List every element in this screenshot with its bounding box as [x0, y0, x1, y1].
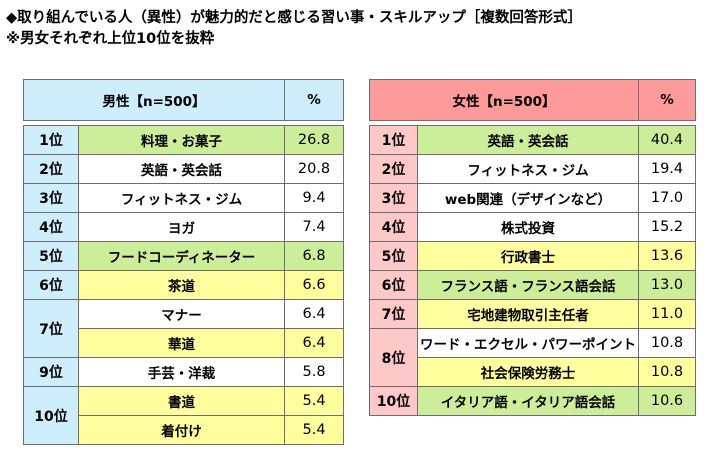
- item-value-cell: 11.0: [638, 299, 697, 329]
- item-value-cell: 6.4: [284, 299, 345, 329]
- female-ranking-table: 女性【n=500】% 1位 英語・英会話 40.4 2位 フィットネス・ジム 19.4 3位 w…: [368, 79, 697, 416]
- rank-cell: 10位: [369, 386, 418, 416]
- item-value-cell: 5.4: [284, 386, 345, 416]
- item-value-cell: 10.8: [638, 357, 697, 387]
- item-name-cell: イタリア語・イタリア語会話: [416, 386, 640, 416]
- table-row: 5位 フードコーディネーター 6.8: [23, 241, 345, 271]
- item-name-cell: 料理・お菓子: [77, 125, 286, 155]
- item-name-cell: フィットネス・ジム: [77, 183, 286, 213]
- table-row: 6位 茶道 6.6: [23, 270, 345, 300]
- rank-cell: 7位: [23, 299, 79, 358]
- table-header-row: 男性【n=500】%: [22, 79, 345, 121]
- item-name-cell: 華道: [77, 328, 286, 358]
- rank-cell: 8位: [369, 328, 418, 387]
- item-name-cell: 着付け: [77, 415, 286, 445]
- item-value-cell: 9.4: [284, 183, 345, 213]
- item-value-cell: 40.4: [638, 125, 697, 155]
- rank-cell: 5位: [23, 241, 79, 271]
- rank-cell: 10位: [23, 386, 79, 445]
- table-row: 1位 料理・お菓子 26.8: [23, 125, 345, 155]
- table-row: 5位 行政書士 13.6: [369, 241, 697, 271]
- item-value-cell: 15.2: [638, 212, 697, 242]
- item-name-cell: 行政書士: [416, 241, 640, 271]
- item-value-cell: 19.4: [638, 154, 697, 184]
- table-header-label: 男性【n=500】: [22, 79, 286, 121]
- item-name-cell: 茶道: [77, 270, 286, 300]
- table-header-row: 女性【n=500】%: [368, 79, 697, 121]
- table-row: 7位 宅地建物取引主任者 11.0: [369, 299, 697, 329]
- item-value-cell: 5.4: [284, 415, 345, 445]
- rank-cell: 4位: [23, 212, 79, 242]
- item-value-cell: 13.6: [638, 241, 697, 271]
- table-row: 3位 web関連（デザインなど） 17.0: [369, 183, 697, 213]
- rank-cell: 7位: [369, 299, 418, 329]
- rank-cell: 4位: [369, 212, 418, 242]
- page-subtitle: ※男女それぞれ上位10位を抜粋: [6, 31, 215, 47]
- item-name-cell: ワード・エクセル・パワーポイント: [416, 328, 640, 358]
- table-row: 2位 英語・英会話 20.8: [23, 154, 345, 184]
- table-row: 9位 手芸・洋裁 5.8: [23, 357, 345, 387]
- male-ranking-table: 男性【n=500】% 1位 料理・お菓子 26.8 2位 英語・英会話 20.8 3位 フィット…: [22, 79, 345, 445]
- rank-cell: 6位: [369, 270, 418, 300]
- rank-cell: 1位: [23, 125, 79, 155]
- rank-cell: 2位: [369, 154, 418, 184]
- item-value-cell: 20.8: [284, 154, 345, 184]
- table-header-label: 女性【n=500】: [368, 79, 640, 121]
- table-row: 1位 英語・英会話 40.4: [369, 125, 697, 155]
- table-row: 社会保険労務士 10.8: [370, 357, 697, 387]
- table-row: 着付け 5.4: [24, 415, 345, 445]
- rank-cell: 3位: [23, 183, 79, 213]
- rank-cell: 2位: [23, 154, 79, 184]
- table-row: 7位 マナー 6.4: [23, 299, 345, 358]
- page-title: ◆取り組んでいる人（異性）が魅力的だと感じる習い事・スキルアップ［複数回答形式］: [6, 10, 582, 26]
- item-name-cell: ヨガ: [77, 212, 286, 242]
- table-header-unit: %: [284, 79, 345, 121]
- table-row: 4位 株式投資 15.2: [369, 212, 697, 242]
- item-value-cell: 13.0: [638, 270, 697, 300]
- item-value-cell: 10.8: [638, 328, 697, 358]
- item-name-cell: 社会保険労務士: [416, 357, 640, 387]
- item-value-cell: 17.0: [638, 183, 697, 213]
- item-name-cell: フィットネス・ジム: [416, 154, 640, 184]
- rank-cell: 3位: [369, 183, 418, 213]
- table-row: 2位 フィットネス・ジム 19.4: [369, 154, 697, 184]
- table-row: 10位 イタリア語・イタリア語会話 10.6: [369, 386, 697, 416]
- item-name-cell: 手芸・洋裁: [77, 357, 286, 387]
- table-row: 8位 ワード・エクセル・パワーポイント 10.8: [369, 328, 697, 387]
- item-name-cell: 宅地建物取引主任者: [416, 299, 640, 329]
- item-name-cell: マナー: [77, 299, 286, 329]
- table-row: 4位 ヨガ 7.4: [23, 212, 345, 242]
- rank-cell: 1位: [369, 125, 418, 155]
- item-name-cell: 株式投資: [416, 212, 640, 242]
- item-value-cell: 10.6: [638, 386, 697, 416]
- item-value-cell: 6.6: [284, 270, 345, 300]
- item-value-cell: 6.4: [284, 328, 345, 358]
- item-value-cell: 7.4: [284, 212, 345, 242]
- rank-cell: 9位: [23, 357, 79, 387]
- item-name-cell: 英語・英会話: [416, 125, 640, 155]
- table-header-unit: %: [638, 79, 697, 121]
- rank-cell: 6位: [23, 270, 79, 300]
- table-row: 10位 書道 5.4: [23, 386, 345, 445]
- item-value-cell: 26.8: [284, 125, 345, 155]
- item-name-cell: 英語・英会話: [77, 154, 286, 184]
- item-name-cell: フランス語・フランス語会話: [416, 270, 640, 300]
- item-name-cell: web関連（デザインなど）: [416, 183, 640, 213]
- table-row: 6位 フランス語・フランス語会話 13.0: [369, 270, 697, 300]
- table-row: 3位 フィットネス・ジム 9.4: [23, 183, 345, 213]
- item-value-cell: 5.8: [284, 357, 345, 387]
- item-name-cell: 書道: [77, 386, 286, 416]
- item-value-cell: 6.8: [284, 241, 345, 271]
- rank-cell: 5位: [369, 241, 418, 271]
- item-name-cell: フードコーディネーター: [77, 241, 286, 271]
